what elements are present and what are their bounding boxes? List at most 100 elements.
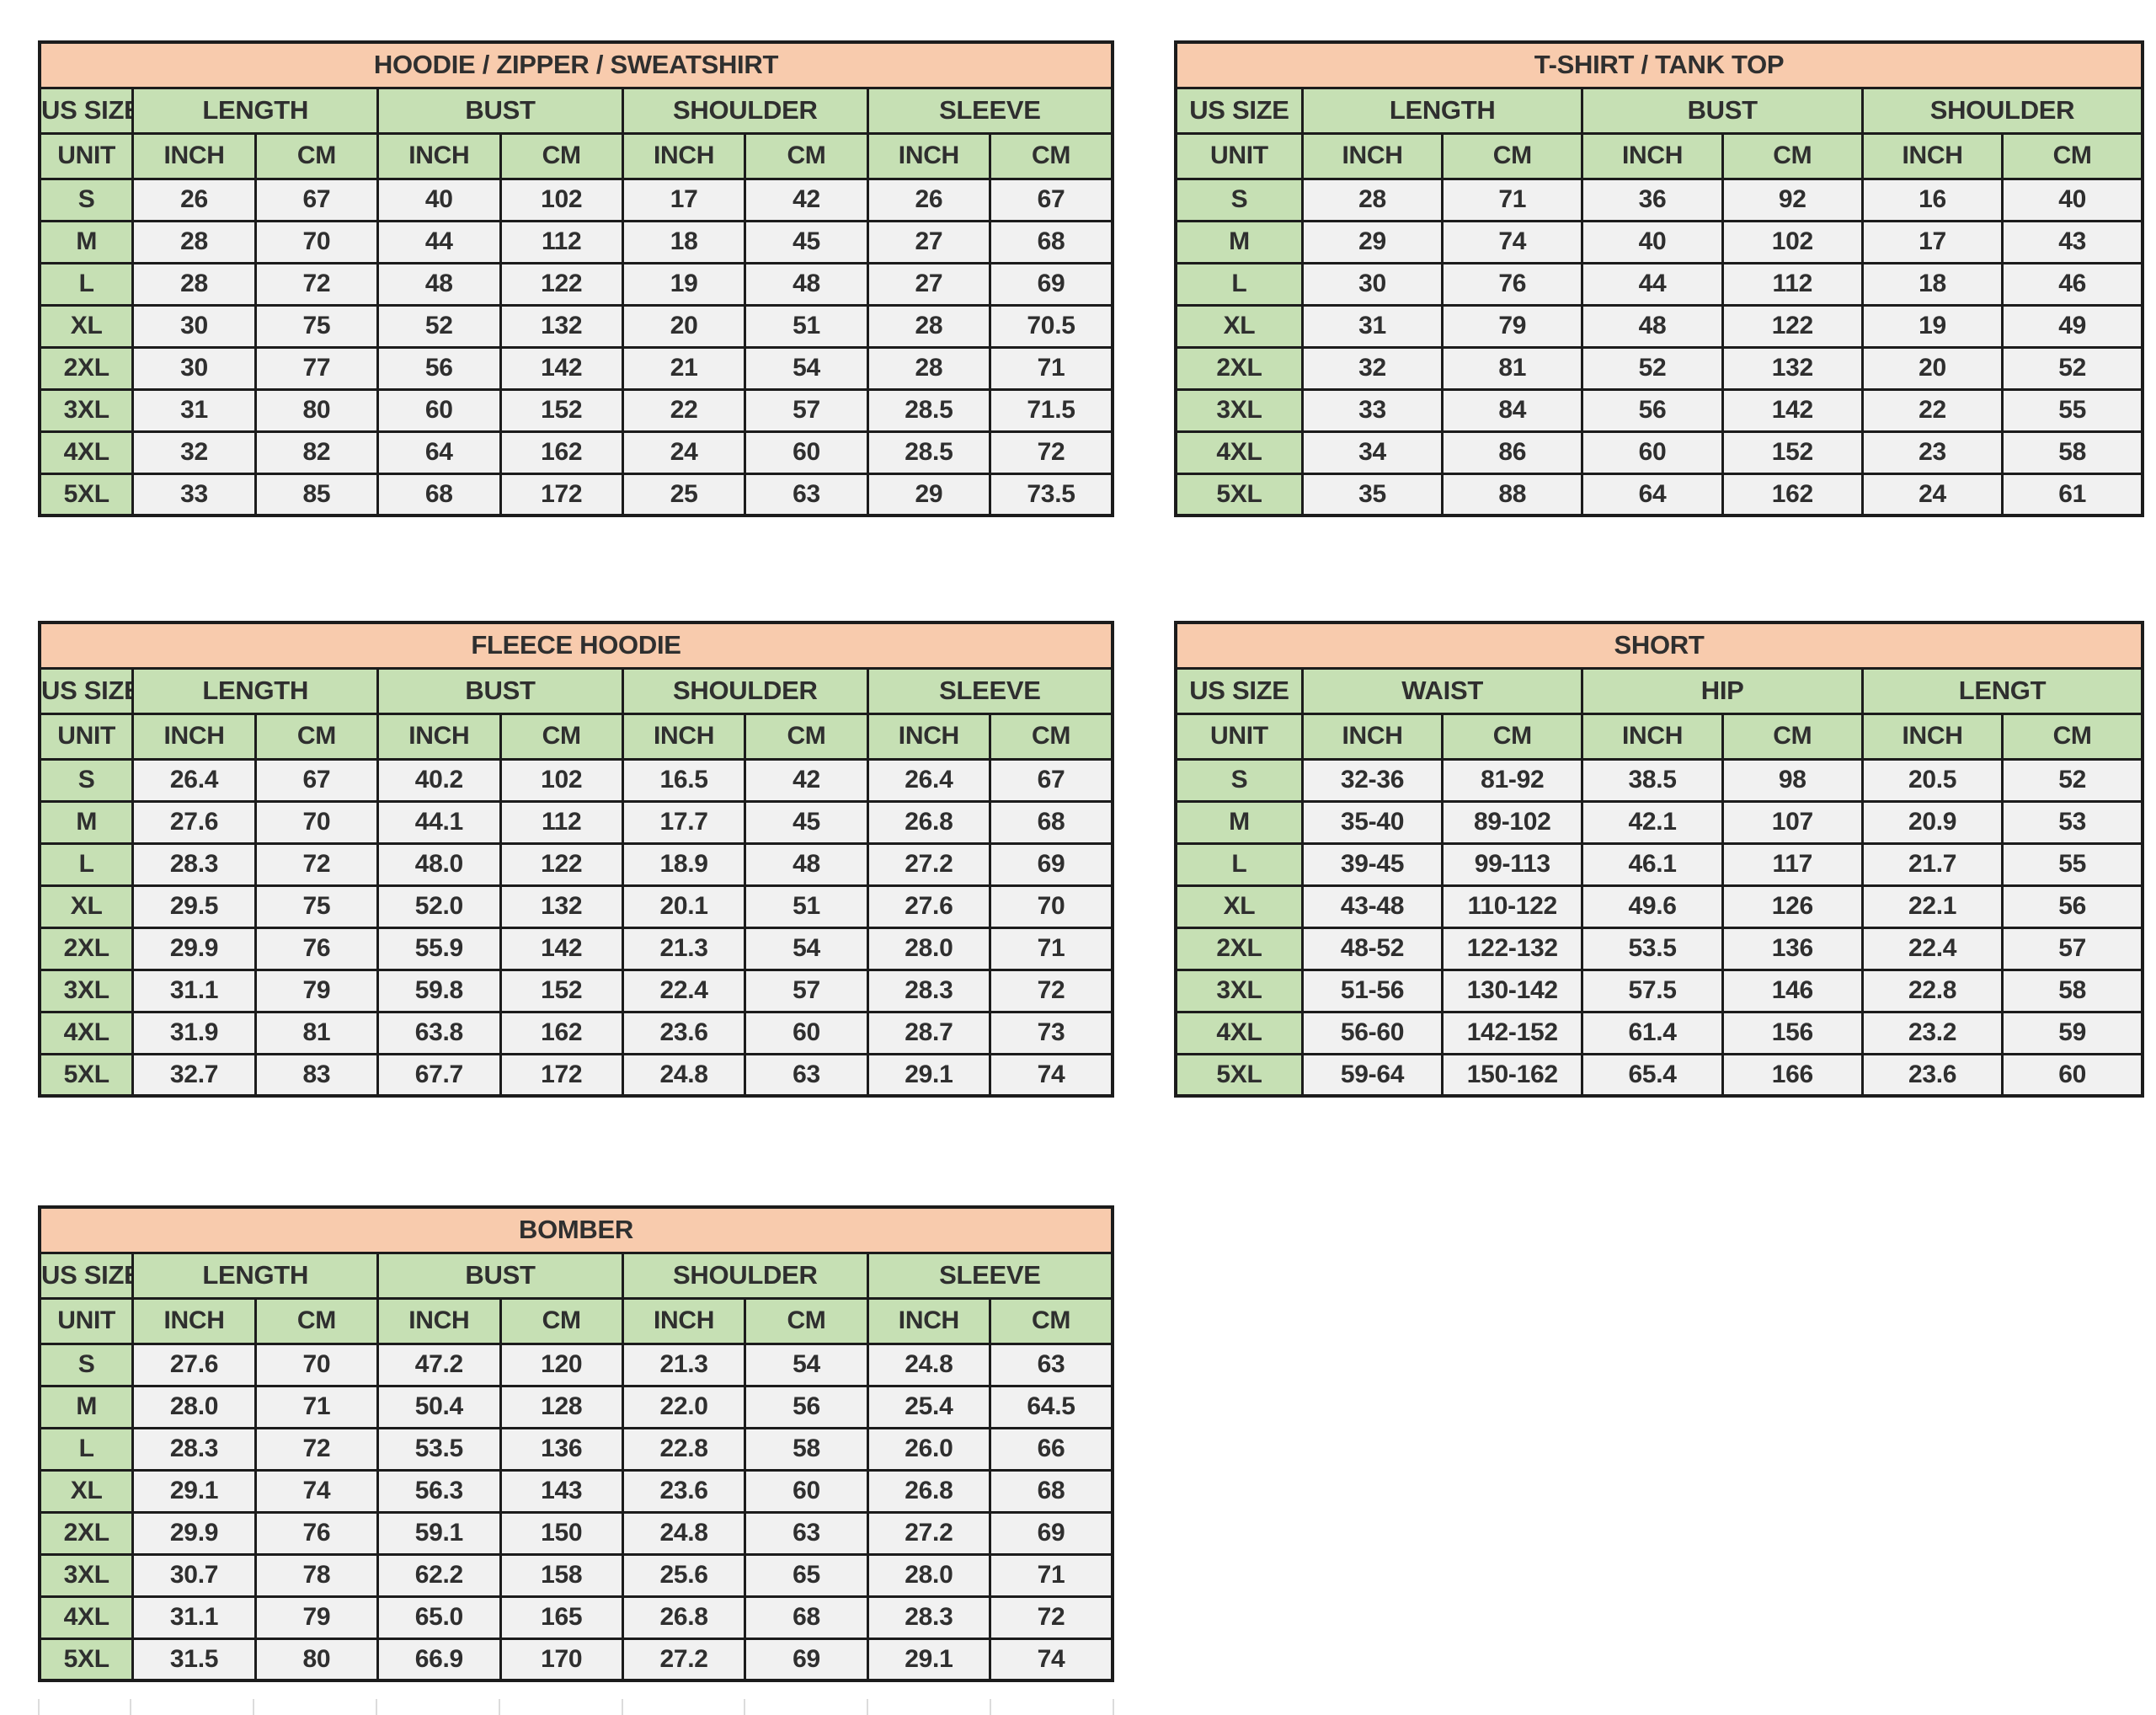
unit-header-row: UNIT INCH CM INCH CM INCH CM (1174, 131, 2144, 180)
unit-row-header: UNIT (38, 712, 135, 761)
unit-header-cm: CM (744, 131, 869, 180)
group-header-length: LENGTH (131, 1251, 380, 1300)
value-cell: 85 (253, 472, 380, 517)
value-cell: 60 (1581, 430, 1724, 475)
unit-header-inch: INCH (621, 1296, 747, 1345)
value-cell: 58 (2001, 430, 2144, 475)
value-cell: 59.8 (376, 968, 502, 1013)
value-cell: 42 (744, 177, 869, 222)
value-cell: 128 (499, 1384, 624, 1429)
value-cell: 88 (1441, 472, 1584, 517)
size-cell: M (1174, 219, 1304, 264)
value-cell: 24.8 (866, 1342, 992, 1387)
value-cell: 56 (1581, 387, 1724, 433)
unit-row-header: UNIT (1174, 131, 1304, 180)
value-cell: 28 (131, 219, 257, 264)
value-cell: 21.3 (621, 926, 747, 971)
unit-header-row: UNIT INCH CM INCH CM INCH CM INCH CM (38, 1296, 1114, 1345)
value-cell: 112 (499, 219, 624, 264)
table-row: 2XL 29.9 76 55.9 142 21.3 54 28.0 71 (38, 926, 1114, 971)
value-cell: 52 (2001, 345, 2144, 391)
table-row: M 28 70 44 112 18 45 27 68 (38, 219, 1114, 264)
value-cell: 33 (131, 472, 257, 517)
size-column-header: US SIZE (38, 666, 135, 715)
value-cell: 130-142 (1441, 968, 1584, 1013)
size-cell: S (38, 177, 135, 222)
value-cell: 67 (253, 177, 380, 222)
value-cell: 48 (376, 261, 502, 307)
group-header-sleeve: SLEEVE (866, 1251, 1114, 1300)
size-cell: XL (38, 1468, 135, 1514)
table-row: 5XL 35 88 64 162 24 61 (1174, 472, 2144, 517)
group-header-row: US SIZE WAIST HIP LENGT (1174, 666, 2144, 715)
table-row: XL 29.1 74 56.3 143 23.6 60 26.8 68 (38, 1468, 1114, 1514)
size-column-header: US SIZE (38, 86, 135, 135)
value-cell: 46.1 (1581, 841, 1724, 887)
value-cell: 172 (499, 1052, 624, 1098)
value-cell: 48-52 (1300, 926, 1444, 971)
value-cell: 146 (1721, 968, 1864, 1013)
value-cell: 132 (499, 303, 624, 349)
value-cell: 16.5 (621, 757, 747, 803)
value-cell: 152 (1721, 430, 1864, 475)
unit-header-cm: CM (2001, 712, 2144, 761)
value-cell: 51 (744, 884, 869, 929)
table-row: 4XL 56-60 142-152 61.4 156 23.2 59 (1174, 1010, 2144, 1055)
value-cell: 43 (2001, 219, 2144, 264)
value-cell: 30.7 (131, 1552, 257, 1598)
unit-header-inch: INCH (376, 131, 502, 180)
unit-row-header: UNIT (38, 1296, 135, 1345)
value-cell: 63 (989, 1342, 1114, 1387)
value-cell: 20 (621, 303, 747, 349)
size-cell: S (38, 1342, 135, 1387)
table-row: L 28.3 72 48.0 122 18.9 48 27.2 69 (38, 841, 1114, 887)
size-cell: 2XL (1174, 926, 1304, 971)
table-row: L 30 76 44 112 18 46 (1174, 261, 2144, 307)
unit-header-cm: CM (744, 712, 869, 761)
table-row: 4XL 34 86 60 152 23 58 (1174, 430, 2144, 475)
value-cell: 122-132 (1441, 926, 1584, 971)
group-header-shoulder: SHOULDER (621, 666, 869, 715)
value-cell: 22.1 (1860, 884, 2004, 929)
value-cell: 31.1 (131, 1595, 257, 1640)
unit-header-cm: CM (1441, 131, 1584, 180)
value-cell: 61.4 (1581, 1010, 1724, 1055)
value-cell: 132 (1721, 345, 1864, 391)
value-cell: 54 (744, 1342, 869, 1387)
value-cell: 73 (989, 1010, 1114, 1055)
value-cell: 55.9 (376, 926, 502, 971)
value-cell: 72 (253, 841, 380, 887)
value-cell: 98 (1721, 757, 1864, 803)
value-cell: 67 (253, 757, 380, 803)
value-cell: 42 (744, 757, 869, 803)
size-table-bomber: BOMBER US SIZE LENGTH BUST SHOULDER SLEEVE U… (38, 1205, 1114, 1682)
size-cell: 5XL (38, 1637, 135, 1682)
value-cell: 52.0 (376, 884, 502, 929)
group-header-bust: BUST (376, 666, 624, 715)
value-cell: 60 (744, 1468, 869, 1514)
value-cell: 70 (253, 799, 380, 845)
group-header-length: LENGTH (131, 666, 380, 715)
value-cell: 48 (744, 261, 869, 307)
group-header-bust: BUST (376, 86, 624, 135)
value-cell: 26 (131, 177, 257, 222)
table-row: 2XL 29.9 76 59.1 150 24.8 63 27.2 69 (38, 1510, 1114, 1556)
unit-header-cm: CM (989, 1296, 1114, 1345)
value-cell: 57.5 (1581, 968, 1724, 1013)
value-cell: 67 (989, 757, 1114, 803)
value-cell: 74 (253, 1468, 380, 1514)
value-cell: 77 (253, 345, 380, 391)
value-cell: 73.5 (989, 472, 1114, 517)
value-cell: 57 (744, 387, 869, 433)
value-cell: 29.9 (131, 1510, 257, 1556)
value-cell: 23.6 (1860, 1052, 2004, 1098)
value-cell: 120 (499, 1342, 624, 1387)
value-cell: 74 (1441, 219, 1584, 264)
unit-header-cm: CM (1721, 712, 1864, 761)
value-cell: 28 (866, 345, 992, 391)
value-cell: 68 (989, 219, 1114, 264)
value-cell: 26 (866, 177, 992, 222)
size-table-tshirt: T-SHIRT / TANK TOP US SIZE LENGTH BUST SHOU… (1174, 40, 2144, 517)
group-header-shoulder: SHOULDER (621, 86, 869, 135)
value-cell: 32 (1300, 345, 1444, 391)
